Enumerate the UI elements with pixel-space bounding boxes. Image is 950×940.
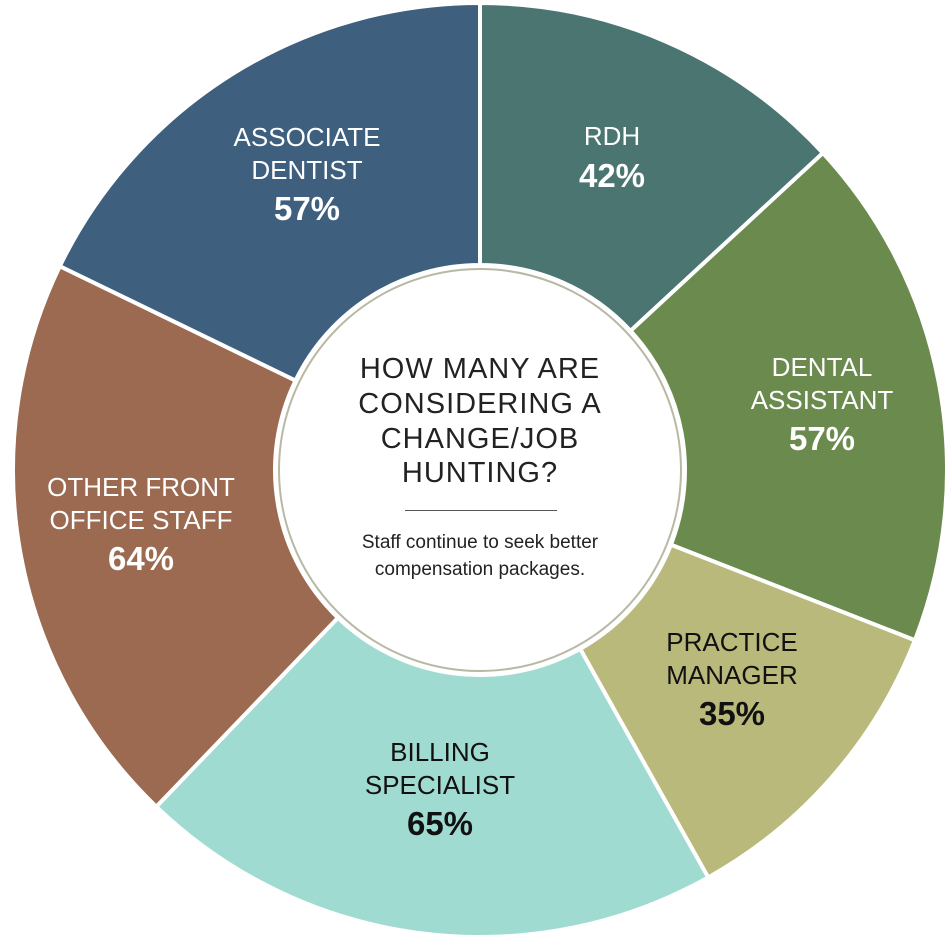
chart-subtitle: Staff continue to seek better compensati… bbox=[361, 532, 599, 580]
slice-label: DENTAL ASSISTANT 57% bbox=[747, 351, 897, 459]
slice bbox=[153, 614, 711, 939]
category-label: PRACTICE MANAGER bbox=[666, 626, 798, 690]
value-label: 65% bbox=[406, 804, 474, 842]
category-label: ASSOCIATE DENTIST bbox=[233, 121, 381, 185]
chart-title: HOW MANY ARE CONSIDERING A CHANGE/JOB HU… bbox=[358, 353, 602, 490]
value-label: 42% bbox=[578, 156, 646, 194]
slice-label: ASSOCIATE DENTIST 57% bbox=[222, 121, 392, 229]
category-label: RDH bbox=[583, 121, 641, 152]
slice bbox=[478, 0, 826, 334]
category-label: DENTAL ASSISTANT bbox=[750, 351, 894, 415]
center-circle bbox=[278, 268, 682, 672]
slice-label: PRACTICE MANAGER 35% bbox=[657, 626, 807, 734]
value-label: 35% bbox=[698, 694, 766, 732]
value-label: 57% bbox=[788, 419, 856, 457]
slice-label: BILLING SPECIALIST 65% bbox=[355, 736, 525, 844]
category-label: OTHER FRONT OFFICE STAFF bbox=[47, 471, 235, 535]
slice bbox=[11, 263, 341, 810]
slice-label: RDH 42% bbox=[562, 120, 662, 196]
slice bbox=[627, 150, 949, 643]
slice bbox=[57, 0, 482, 384]
category-label: BILLING SPECIALIST bbox=[364, 736, 516, 800]
value-label: 64% bbox=[107, 539, 175, 577]
slice-label: OTHER FRONT OFFICE STAFF 64% bbox=[36, 471, 246, 579]
value-label: 57% bbox=[273, 189, 341, 227]
separator bbox=[405, 510, 557, 511]
